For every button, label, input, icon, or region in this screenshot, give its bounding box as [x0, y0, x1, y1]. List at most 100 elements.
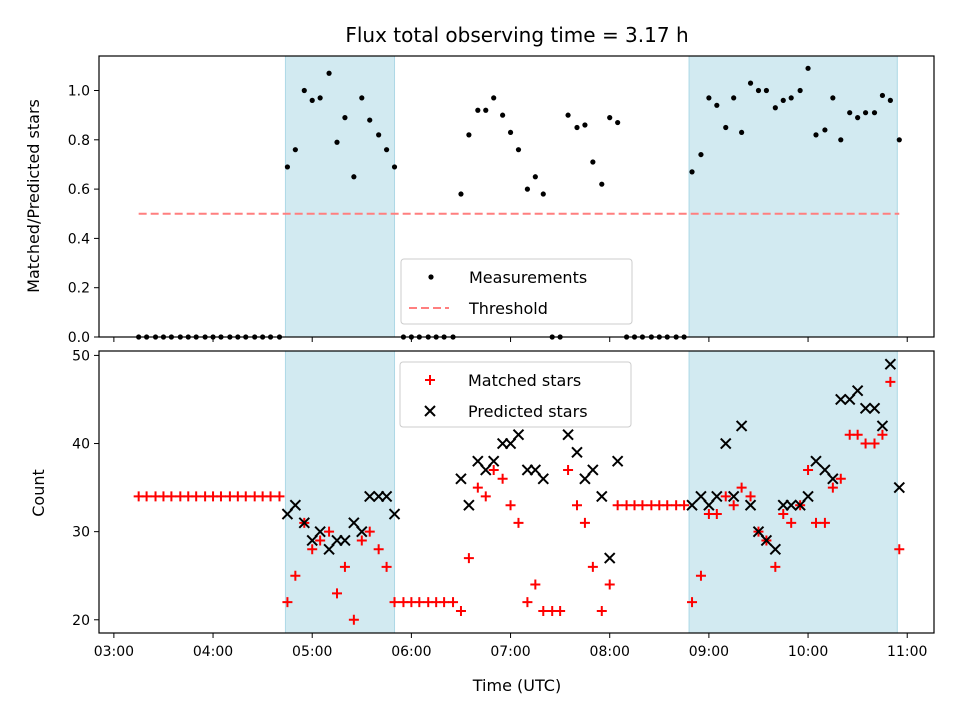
measurement-point	[383, 147, 390, 153]
x-tick-label: 03:00	[94, 644, 134, 660]
matched-star-point	[695, 570, 706, 581]
measurement-point	[822, 127, 828, 133]
matched-star-point	[877, 429, 888, 440]
measurement-point	[763, 87, 770, 94]
predicted-star-point	[819, 464, 831, 476]
measurement-point	[838, 137, 844, 143]
x-axis-label: Time (UTC)	[472, 676, 561, 695]
x-tick-label: 10:00	[788, 644, 828, 660]
predicted-star-point	[727, 490, 740, 503]
legend-label: Threshold	[468, 299, 548, 318]
predicted-star-point	[323, 543, 335, 555]
measurement-point	[723, 124, 729, 131]
legend-box	[400, 258, 633, 325]
measurement-point	[326, 70, 332, 76]
matched-star-point	[166, 491, 177, 502]
measurement-point	[565, 112, 571, 118]
y-tick-label: 50	[72, 348, 90, 364]
predicted-star-point	[802, 490, 814, 503]
measurement-point	[540, 191, 546, 197]
matched-star-point	[728, 500, 739, 511]
measurement-point	[813, 132, 819, 138]
measurement-point	[855, 115, 861, 121]
series-predicted-stars	[281, 358, 905, 564]
measurement-point	[334, 139, 340, 145]
measurement-point	[871, 110, 878, 116]
matched-star-point	[571, 500, 582, 511]
matched-star-point	[852, 429, 863, 440]
matched-star-point	[687, 597, 698, 608]
axes-frame	[98, 350, 935, 634]
y-tick-label: 0.2	[68, 281, 90, 297]
matched-star-point	[860, 438, 871, 449]
matched-star-point	[679, 500, 690, 511]
matched-star-point	[810, 517, 821, 528]
predicted-star-point	[810, 455, 822, 467]
matched-star-point	[324, 526, 335, 537]
measurement-point	[805, 65, 811, 71]
shaded-span	[688, 350, 898, 634]
predicted-star-point	[314, 525, 326, 538]
measurement-point	[367, 117, 373, 123]
matched-star-point	[827, 482, 838, 493]
predicted-star-point	[480, 464, 492, 476]
measurement-point	[879, 92, 886, 99]
matched-star-point	[770, 561, 781, 572]
predicted-star-point	[720, 437, 732, 450]
count-panel: 20 30 40 50 03:00 04:00 05:00 06:00 07:00 08:00 09…	[72, 348, 935, 660]
measurement-point	[301, 87, 307, 94]
predicted-star-point	[388, 508, 401, 520]
predicted-star-point	[339, 534, 351, 547]
predicted-star-point	[537, 473, 549, 485]
matched-star-point	[736, 482, 747, 493]
y-tick-label: 0.8	[68, 133, 90, 149]
matched-star-point	[563, 464, 574, 475]
matched-star-point	[307, 544, 318, 555]
predicted-star-point	[596, 490, 608, 503]
measurement-point	[351, 174, 357, 180]
measurement-point	[458, 191, 464, 197]
matched-star-point	[885, 376, 896, 387]
legend-marker	[425, 375, 435, 385]
matched-star-point	[819, 517, 830, 528]
measurement-point	[830, 95, 836, 101]
matched-star-point	[786, 517, 797, 528]
measurement-point	[376, 132, 382, 138]
matched-star-point	[315, 535, 326, 546]
legend-label: Measurements	[469, 268, 587, 287]
predicted-star-point	[893, 481, 905, 494]
matched-star-point	[339, 561, 350, 572]
predicted-star-point	[571, 446, 583, 459]
matched-star-point	[869, 438, 880, 449]
matched-star-point	[894, 544, 905, 555]
predicted-star-point	[868, 402, 881, 414]
matched-star-point	[240, 491, 251, 502]
matched-star-point	[282, 597, 293, 608]
chart-title: Flux total observing time = 3.17 h	[345, 23, 688, 47]
predicted-star-point	[604, 552, 616, 564]
measurement-point	[590, 159, 596, 165]
matched-star-point	[803, 464, 814, 475]
predicted-star-point	[851, 384, 864, 397]
predicted-star-point	[744, 499, 757, 511]
matched-star-point	[596, 605, 607, 616]
measurement-point	[309, 97, 315, 103]
matched-star-point	[579, 517, 590, 528]
matched-star-point	[373, 544, 384, 555]
predicted-star-point	[306, 534, 318, 547]
measurement-point	[755, 87, 762, 94]
matched-star-point	[265, 491, 276, 502]
predicted-star-point	[529, 464, 542, 476]
y-tick-label: 40	[72, 437, 90, 453]
y-tick-label: 0.0	[68, 330, 90, 346]
predicted-star-point	[835, 393, 847, 406]
matched-star-point	[835, 473, 846, 484]
matched-star-point	[191, 491, 202, 502]
predicted-star-point	[463, 499, 475, 511]
measurement-point	[739, 129, 745, 136]
matched-star-point	[513, 517, 524, 528]
legend-box	[399, 361, 632, 428]
measurement-point	[483, 107, 489, 113]
measurement-point	[391, 164, 398, 170]
legend-label: Predicted stars	[468, 402, 588, 421]
